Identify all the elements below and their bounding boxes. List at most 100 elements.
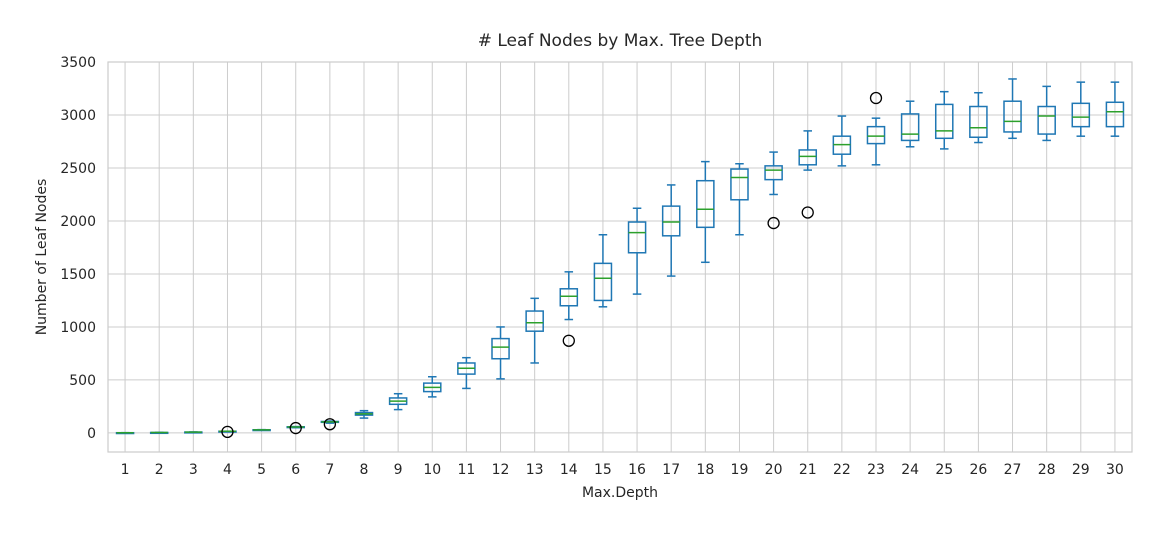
- box-depth-18: [696, 160, 715, 264]
- box-depth-30: [1105, 81, 1125, 137]
- box-depth-20: [764, 151, 783, 230]
- iqr-box: [764, 165, 783, 181]
- y-tick-labels: 0 500 1000 1500 2000 2500 3000 3500: [60, 55, 96, 442]
- outlier-point: [323, 418, 337, 431]
- box-depth-23: [866, 91, 886, 166]
- box-depth-7: [320, 418, 340, 431]
- x-tick-label: 5: [257, 462, 266, 478]
- box-depth-15: [593, 233, 613, 308]
- x-tick-label: 20: [765, 462, 783, 478]
- outlier-point: [801, 206, 814, 219]
- x-tick-label: 19: [731, 462, 749, 478]
- iqr-box: [559, 288, 579, 307]
- x-tick-labels: 1 2 3 4 5 6 7 8 9 10 11 12 13 14 15 16 17 18 19 20 21 22 23 24 2…: [121, 462, 1124, 478]
- x-tick-label: 10: [423, 462, 441, 478]
- box-depth-16: [627, 207, 647, 295]
- box-depth-5: [252, 428, 271, 432]
- iqr-box: [730, 168, 749, 201]
- x-tick-label: 29: [1072, 462, 1090, 478]
- x-tick-label: 30: [1106, 462, 1124, 478]
- x-tick-label: 18: [696, 462, 714, 478]
- x-tick-label: 23: [867, 462, 885, 478]
- outlier-point: [767, 216, 780, 230]
- iqr-box: [696, 179, 715, 229]
- box-depth-19: [730, 162, 749, 236]
- iqr-box: [593, 262, 613, 302]
- box-depth-1: [115, 431, 135, 435]
- box-depth-29: [1071, 81, 1091, 137]
- iqr-box: [525, 310, 544, 332]
- x-tick-label: 16: [628, 462, 646, 478]
- box-layer: [115, 78, 1125, 439]
- outlier-point: [221, 425, 234, 439]
- x-tick-label: 8: [360, 462, 369, 478]
- x-tick-label: 13: [526, 462, 544, 478]
- box-depth-17: [661, 184, 681, 277]
- iqr-box: [866, 125, 886, 145]
- box-depth-28: [1037, 85, 1056, 142]
- x-tick-label: 27: [1004, 462, 1022, 478]
- x-tick-label: 21: [799, 462, 817, 478]
- box-depth-14: [559, 271, 579, 347]
- outlier-point: [289, 421, 302, 435]
- iqr-box: [1071, 102, 1091, 128]
- box-depth-13: [525, 297, 544, 364]
- iqr-box: [1003, 100, 1022, 133]
- box-depth-8: [354, 409, 374, 419]
- plot-area-frame: [107, 61, 1133, 453]
- iqr-box: [900, 113, 920, 142]
- iqr-box: [934, 103, 954, 140]
- iqr-box: [491, 337, 510, 360]
- y-tick-label: 3500: [60, 55, 96, 71]
- y-tick-label: 1000: [60, 320, 96, 336]
- x-tick-label: 4: [223, 462, 232, 478]
- outlier-point: [869, 91, 883, 105]
- iqr-box: [798, 149, 818, 166]
- chart-title: # Leaf Nodes by Max. Tree Depth: [478, 31, 763, 51]
- box-depth-21: [798, 130, 818, 219]
- x-tick-label: 6: [291, 462, 300, 478]
- y-tick-label: 2500: [60, 161, 96, 177]
- box-depth-6: [286, 421, 306, 435]
- box-depth-2: [149, 431, 169, 435]
- x-tick-label: 1: [121, 462, 130, 478]
- x-tick-label: 3: [189, 462, 198, 478]
- iqr-box: [1037, 105, 1056, 135]
- x-tick-label: 7: [325, 462, 334, 478]
- y-tick-label: 500: [69, 373, 96, 389]
- box-depth-24: [900, 100, 920, 148]
- y-tick-label: 0: [87, 426, 96, 442]
- box-depth-22: [832, 115, 852, 167]
- x-tick-label: 28: [1038, 462, 1056, 478]
- box-depth-12: [491, 326, 510, 380]
- y-axis-label: Number of Leaf Nodes: [34, 179, 50, 336]
- box-depth-4: [218, 425, 237, 439]
- x-tick-label: 11: [457, 462, 475, 478]
- box-depth-27: [1003, 78, 1022, 140]
- outlier-point: [562, 334, 575, 347]
- box-depth-10: [422, 376, 442, 398]
- x-tick-label: 25: [935, 462, 953, 478]
- grid-layer: [108, 61, 1132, 452]
- x-axis-label: Max.Depth: [582, 485, 658, 501]
- iqr-box: [969, 105, 988, 138]
- y-tick-label: 1500: [60, 267, 96, 283]
- x-tick-label: 2: [155, 462, 164, 478]
- box-depth-25: [934, 90, 954, 150]
- x-tick-label: 24: [901, 462, 919, 478]
- x-tick-label: 22: [833, 462, 851, 478]
- box-depth-26: [969, 91, 988, 144]
- x-tick-label: 26: [969, 462, 987, 478]
- box-depth-11: [457, 356, 476, 390]
- iqr-box: [1105, 101, 1125, 128]
- x-tick-label: 12: [492, 462, 510, 478]
- y-tick-label: 3000: [60, 108, 96, 124]
- x-tick-label: 17: [662, 462, 680, 478]
- y-tick-label: 2000: [60, 214, 96, 230]
- iqr-box: [627, 221, 647, 254]
- x-tick-label: 9: [394, 462, 403, 478]
- x-tick-label: 14: [560, 462, 578, 478]
- x-tick-label: 15: [594, 462, 612, 478]
